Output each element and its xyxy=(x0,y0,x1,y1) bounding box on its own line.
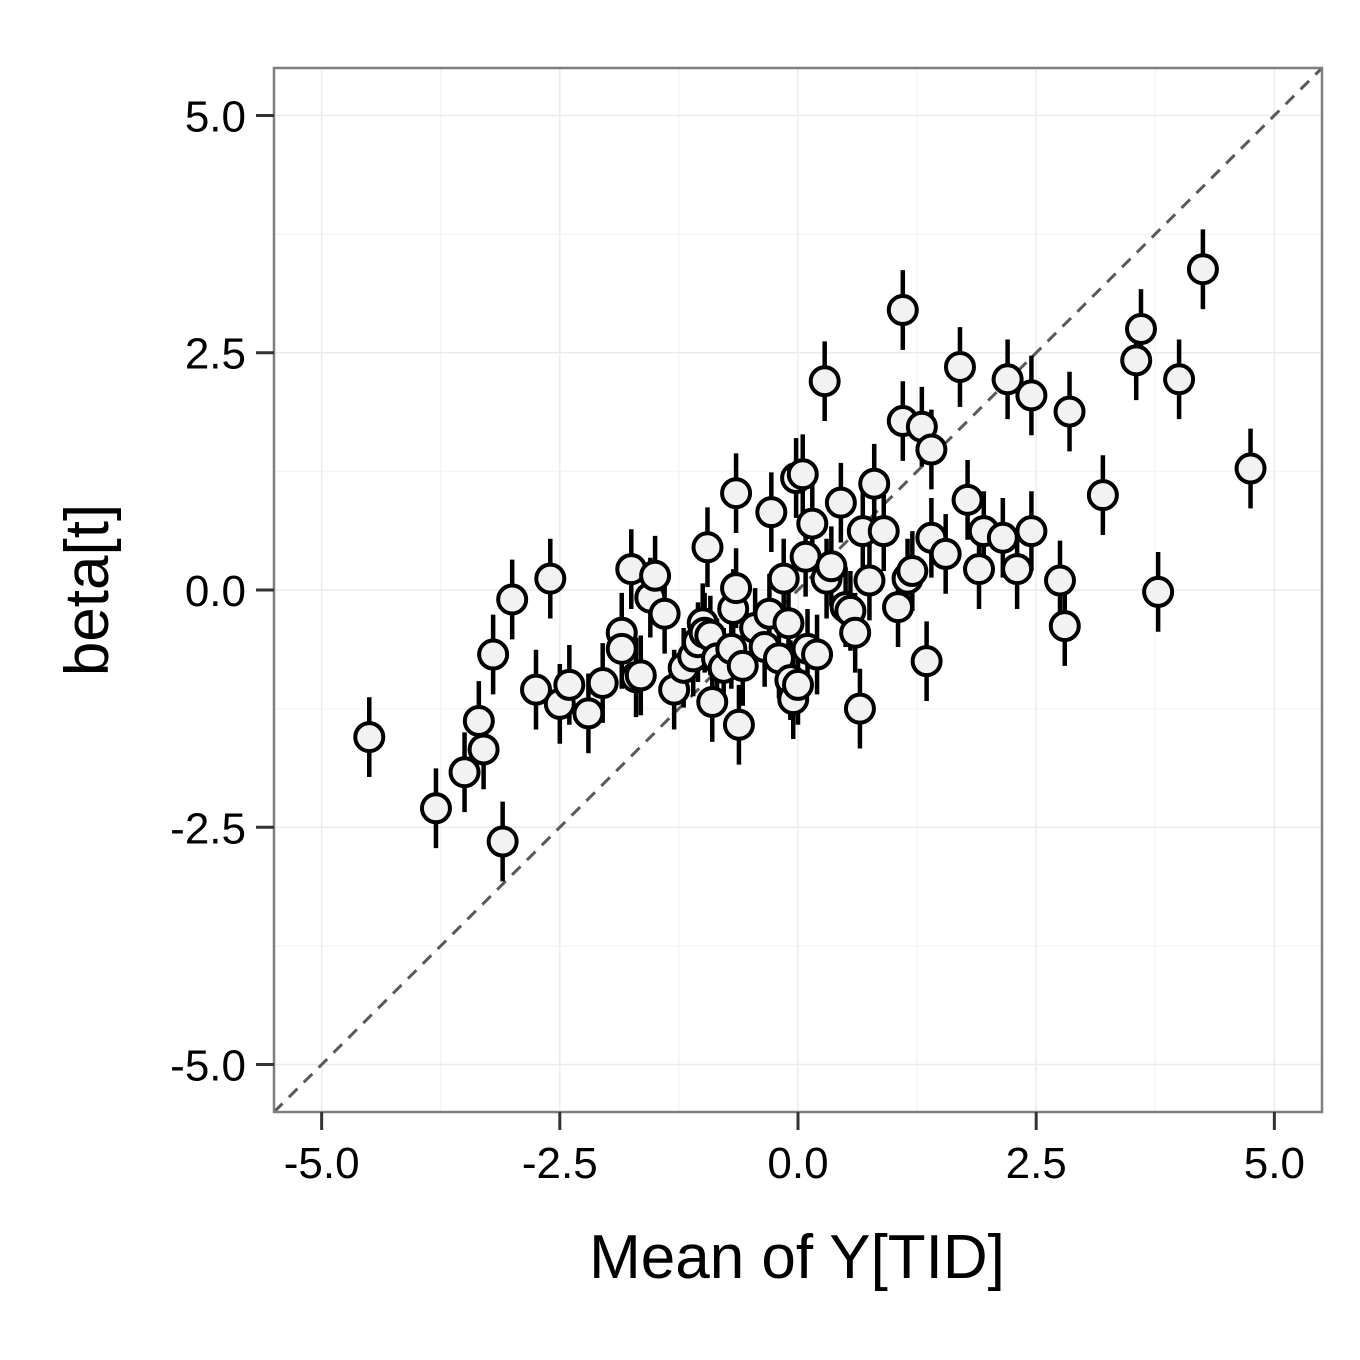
x-axis-title: Mean of Y[TID] xyxy=(589,1223,1005,1292)
data-point xyxy=(858,467,891,500)
data-points xyxy=(353,253,1267,858)
y-axis-title: beta[t] xyxy=(53,504,122,676)
data-point xyxy=(1044,564,1076,597)
data-point xyxy=(639,559,672,592)
y-tick-label: 5.0 xyxy=(185,92,246,141)
data-point xyxy=(915,433,948,466)
data-point xyxy=(726,649,759,682)
data-point xyxy=(843,692,876,725)
data-point xyxy=(839,616,872,649)
data-point xyxy=(786,458,819,491)
data-point xyxy=(467,733,500,766)
data-point xyxy=(353,721,386,754)
data-point xyxy=(808,365,841,398)
y-tick-label: -5.0 xyxy=(170,1042,246,1091)
x-tick-label: 0.0 xyxy=(767,1139,828,1188)
data-point xyxy=(1142,575,1175,608)
data-point xyxy=(553,668,586,701)
data-point xyxy=(755,496,788,529)
y-tick-label: 0.0 xyxy=(185,567,246,616)
data-point xyxy=(796,507,829,540)
data-point xyxy=(1053,395,1086,428)
data-point xyxy=(648,597,681,630)
data-point xyxy=(1124,313,1157,345)
data-point xyxy=(963,553,996,586)
x-axis-ticks: -5.0 -2.5 0.0 2.5 5.0 xyxy=(284,1112,1305,1188)
data-point xyxy=(496,583,529,616)
data-point xyxy=(853,564,886,597)
data-point xyxy=(886,294,919,327)
data-point xyxy=(448,756,481,789)
data-point xyxy=(882,591,915,624)
data-point xyxy=(815,550,848,583)
data-point xyxy=(767,562,800,595)
data-point xyxy=(1001,553,1034,586)
x-tick-label: -5.0 xyxy=(284,1139,360,1188)
data-point xyxy=(867,515,900,548)
data-point xyxy=(605,632,638,665)
reference-line-y-equals-x xyxy=(272,66,1324,1114)
data-point xyxy=(824,486,857,519)
data-point xyxy=(772,607,805,640)
data-point xyxy=(991,363,1024,396)
data-point xyxy=(1120,344,1153,377)
data-point xyxy=(572,697,605,730)
y-tick-label: -2.5 xyxy=(170,804,246,853)
x-tick-label: 2.5 xyxy=(1006,1139,1067,1188)
data-point xyxy=(986,521,1019,554)
x-tick-label: 5.0 xyxy=(1244,1139,1305,1188)
data-point xyxy=(1163,363,1196,396)
identity-reference-line xyxy=(272,66,1324,1114)
data-point xyxy=(1048,610,1081,643)
data-point xyxy=(1234,452,1267,485)
data-point xyxy=(720,477,753,510)
data-point xyxy=(534,562,567,595)
data-point xyxy=(1015,515,1048,548)
data-point xyxy=(910,645,943,678)
data-point xyxy=(477,638,510,671)
data-point xyxy=(462,704,495,737)
y-tick-label: 2.5 xyxy=(185,330,246,379)
data-point xyxy=(486,825,519,858)
data-point xyxy=(1015,379,1048,412)
data-point xyxy=(929,537,962,570)
x-tick-label: -2.5 xyxy=(522,1139,598,1188)
data-point xyxy=(624,659,657,692)
data-point xyxy=(1186,253,1219,286)
data-point xyxy=(951,483,984,516)
data-point xyxy=(586,667,619,700)
data-point xyxy=(1086,479,1119,512)
data-point xyxy=(691,531,724,564)
data-point xyxy=(782,668,814,701)
y-axis-ticks: -5.0 -2.5 0.0 2.5 5.0 xyxy=(170,92,274,1091)
data-point xyxy=(801,638,834,671)
data-point xyxy=(720,572,753,605)
data-point xyxy=(520,673,552,706)
data-point xyxy=(419,792,452,825)
data-point xyxy=(696,685,729,718)
data-point xyxy=(896,555,929,588)
data-point xyxy=(722,708,755,741)
data-point xyxy=(943,350,976,383)
